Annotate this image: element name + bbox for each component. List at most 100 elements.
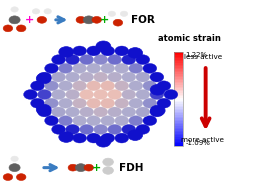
Circle shape [129, 98, 143, 108]
Circle shape [157, 98, 171, 108]
Circle shape [52, 124, 65, 134]
Bar [174, 108, 183, 110]
Bar [174, 85, 183, 87]
Circle shape [115, 46, 129, 56]
Circle shape [101, 46, 115, 56]
Bar [174, 75, 183, 77]
Circle shape [94, 107, 108, 117]
Bar [174, 74, 183, 76]
Bar [174, 53, 183, 55]
Circle shape [101, 81, 115, 91]
Circle shape [96, 136, 111, 147]
Circle shape [52, 72, 65, 82]
Circle shape [73, 133, 86, 143]
Circle shape [80, 107, 94, 117]
Circle shape [115, 98, 129, 108]
Bar [174, 127, 183, 129]
Circle shape [157, 81, 171, 91]
Circle shape [115, 81, 129, 91]
Circle shape [129, 116, 143, 125]
Circle shape [45, 81, 59, 91]
Circle shape [45, 98, 59, 108]
Circle shape [101, 98, 115, 108]
Circle shape [136, 124, 150, 134]
Bar [174, 98, 183, 99]
Circle shape [59, 116, 73, 125]
Circle shape [136, 107, 150, 117]
Circle shape [108, 55, 122, 65]
Bar [174, 115, 183, 117]
Bar [174, 140, 183, 142]
Circle shape [44, 9, 51, 14]
Bar [174, 60, 183, 61]
Circle shape [122, 107, 136, 117]
Bar [174, 129, 183, 131]
Circle shape [164, 90, 178, 99]
Circle shape [66, 72, 80, 82]
Circle shape [150, 107, 164, 117]
Bar [174, 105, 183, 107]
Circle shape [120, 11, 128, 16]
Circle shape [128, 48, 143, 58]
Bar [174, 107, 183, 109]
Circle shape [128, 130, 143, 140]
Circle shape [68, 164, 78, 171]
Circle shape [150, 84, 165, 95]
Circle shape [122, 72, 136, 82]
Circle shape [122, 90, 136, 99]
Circle shape [73, 64, 86, 73]
Circle shape [73, 81, 86, 91]
Text: FDH: FDH [119, 163, 144, 173]
Circle shape [9, 164, 20, 172]
Circle shape [101, 64, 115, 73]
Circle shape [75, 164, 86, 172]
Bar [174, 67, 183, 69]
Bar [174, 52, 183, 146]
Bar [174, 57, 183, 58]
Bar [174, 131, 183, 132]
Circle shape [136, 72, 150, 82]
Circle shape [143, 116, 157, 125]
Circle shape [45, 64, 59, 73]
Circle shape [24, 90, 37, 99]
Bar [174, 124, 183, 126]
Bar [174, 96, 183, 98]
Bar [174, 126, 183, 128]
Bar [174, 118, 183, 120]
Bar [174, 64, 183, 66]
Circle shape [103, 167, 113, 174]
Text: more active: more active [182, 137, 224, 143]
Text: atomic strain: atomic strain [158, 34, 221, 43]
Circle shape [143, 64, 157, 73]
Circle shape [143, 81, 157, 91]
Circle shape [16, 174, 26, 180]
Circle shape [80, 124, 94, 134]
Circle shape [129, 81, 143, 91]
Circle shape [52, 90, 65, 99]
Bar [174, 55, 183, 57]
Bar [174, 138, 183, 140]
Circle shape [87, 133, 101, 143]
Circle shape [108, 107, 122, 117]
Circle shape [115, 116, 129, 125]
Circle shape [101, 116, 115, 125]
Circle shape [122, 124, 136, 134]
Circle shape [73, 98, 86, 108]
Circle shape [87, 98, 101, 108]
Bar [174, 52, 183, 53]
Circle shape [16, 25, 26, 32]
Circle shape [11, 156, 18, 161]
Bar [174, 69, 183, 71]
Circle shape [115, 64, 129, 73]
Circle shape [3, 174, 13, 180]
Circle shape [108, 11, 116, 16]
Circle shape [80, 90, 94, 99]
Circle shape [92, 16, 101, 23]
Bar [174, 61, 183, 63]
Circle shape [36, 104, 51, 115]
Bar [174, 90, 183, 91]
Circle shape [115, 133, 129, 143]
Circle shape [59, 98, 73, 108]
Text: less active: less active [184, 54, 222, 60]
Circle shape [113, 19, 123, 26]
